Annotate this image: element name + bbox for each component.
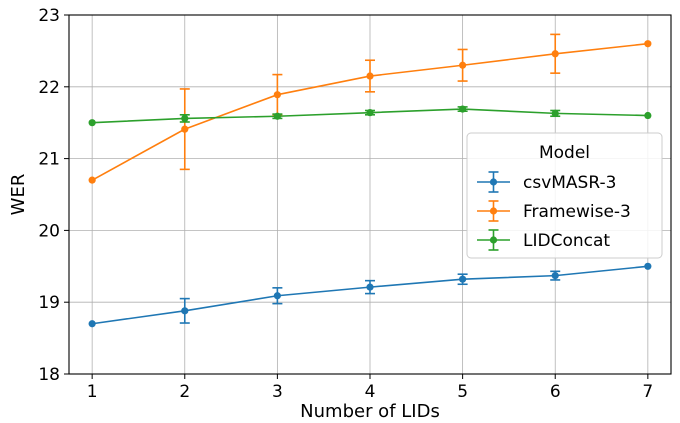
legend-title: Model	[539, 143, 590, 163]
legend-label: Framewise-3	[523, 202, 631, 222]
data-point	[459, 61, 467, 69]
data-point	[366, 283, 374, 291]
x-tick-label: 5	[457, 382, 468, 402]
y-tick-label: 18	[38, 365, 60, 385]
legend-label: csvMASR-3	[523, 173, 616, 193]
data-point	[273, 112, 281, 120]
x-tick-label: 4	[365, 382, 376, 402]
data-point	[644, 40, 652, 48]
y-tick-label: 21	[38, 150, 60, 170]
legend-marker	[489, 207, 498, 215]
data-point	[551, 109, 559, 117]
x-tick-label: 6	[550, 382, 561, 402]
data-point	[181, 307, 189, 315]
data-point	[273, 292, 281, 300]
x-tick-label: 7	[642, 382, 653, 402]
y-tick-label: 22	[38, 78, 60, 98]
series-layer	[88, 33, 652, 328]
data-point	[459, 105, 467, 113]
legend-label: LIDConcat	[523, 231, 610, 251]
data-point	[551, 50, 559, 58]
series-0	[88, 262, 652, 328]
data-point	[459, 275, 467, 283]
legend-marker	[489, 178, 498, 186]
data-point	[88, 119, 96, 127]
x-axis-label: Number of LIDs	[300, 401, 440, 422]
data-point	[366, 109, 374, 117]
y-tick-label: 19	[38, 293, 60, 313]
data-point	[181, 114, 189, 122]
y-axis-label: WER	[8, 174, 29, 216]
x-tick-label: 2	[179, 382, 190, 402]
legend-marker	[489, 236, 498, 244]
data-point	[181, 125, 189, 133]
x-tick-label: 1	[87, 382, 98, 402]
data-point	[644, 262, 652, 270]
legend: Model csvMASR-3 Framewise-3 LIDConcat	[466, 132, 663, 259]
data-point	[88, 176, 96, 184]
data-point	[273, 91, 281, 99]
series-2	[88, 105, 652, 127]
x-tick-label: 3	[272, 382, 283, 402]
data-point	[88, 320, 96, 328]
data-point	[644, 111, 652, 120]
series-1	[88, 33, 652, 184]
data-point	[366, 72, 374, 80]
y-tick-label: 20	[38, 221, 60, 241]
legend-box	[466, 132, 663, 259]
data-point	[551, 272, 559, 280]
y-tick-label: 23	[38, 6, 60, 26]
